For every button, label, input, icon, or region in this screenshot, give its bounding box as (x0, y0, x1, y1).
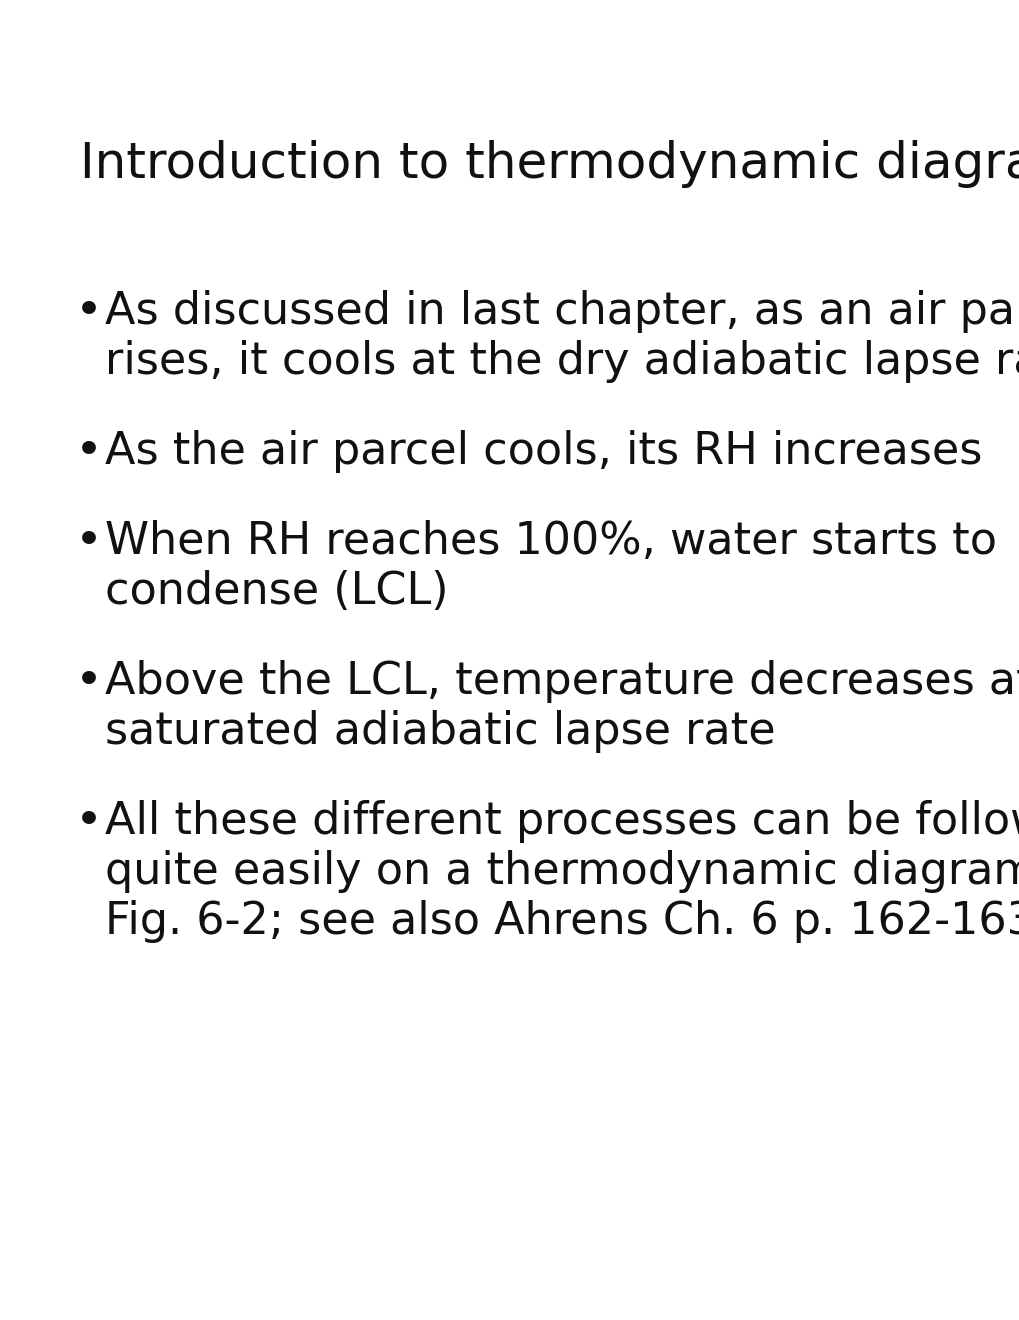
Text: rises, it cools at the dry adiabatic lapse rate: rises, it cools at the dry adiabatic lap… (105, 341, 1019, 383)
Text: •: • (75, 660, 103, 705)
Text: Above the LCL, temperature decreases at the: Above the LCL, temperature decreases at … (105, 660, 1019, 704)
Text: As the air parcel cools, its RH increases: As the air parcel cools, its RH increase… (105, 430, 981, 473)
Text: condense (LCL): condense (LCL) (105, 570, 448, 612)
Text: saturated adiabatic lapse rate: saturated adiabatic lapse rate (105, 710, 774, 752)
Text: All these different processes can be followed: All these different processes can be fol… (105, 800, 1019, 843)
Text: •: • (75, 430, 103, 475)
Text: •: • (75, 800, 103, 845)
Text: quite easily on a thermodynamic diagram (Stull: quite easily on a thermodynamic diagram … (105, 850, 1019, 894)
Text: When RH reaches 100%, water starts to: When RH reaches 100%, water starts to (105, 520, 996, 564)
Text: Fig. 6-2; see also Ahrens Ch. 6 p. 162-163): Fig. 6-2; see also Ahrens Ch. 6 p. 162-1… (105, 900, 1019, 942)
Text: Introduction to thermodynamic diagrams: Introduction to thermodynamic diagrams (79, 140, 1019, 187)
Text: •: • (75, 520, 103, 565)
Text: As discussed in last chapter, as an air parcel: As discussed in last chapter, as an air … (105, 290, 1019, 333)
Text: •: • (75, 290, 103, 335)
